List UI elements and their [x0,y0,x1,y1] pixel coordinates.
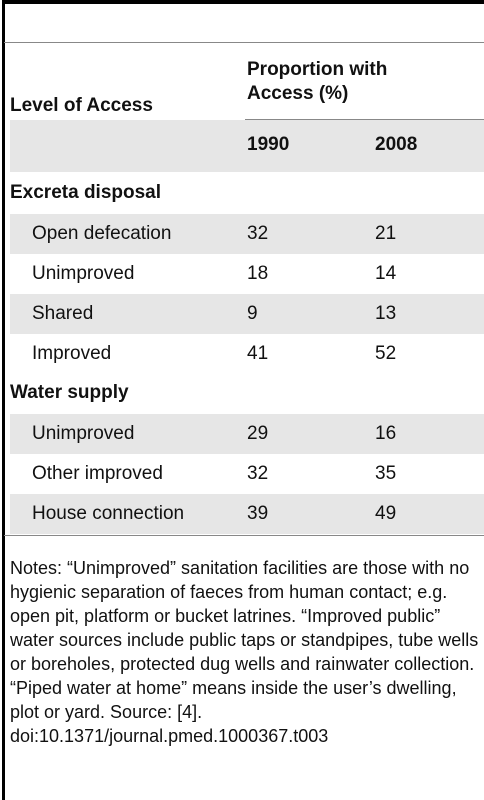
cell-value: 14 [375,263,397,284]
year-header: 1990 [247,134,290,155]
cell-value: 52 [375,343,397,364]
header-rule [4,42,484,43]
row-label: Unimproved [32,423,135,444]
cell-value: 35 [375,463,397,484]
header-group: Proportion with Access (%) [247,59,388,104]
left-border [2,0,5,800]
cell-value: 13 [375,303,397,324]
section-title: Water supply [10,382,129,403]
row-band [10,414,484,454]
cell-value: 29 [247,423,269,444]
cell-value: 9 [247,303,258,324]
row-label: Unimproved [32,263,135,284]
row-label: Improved [32,343,112,364]
row-band [10,294,484,334]
cell-value: 39 [247,503,269,524]
row-label: Shared [32,303,94,324]
notes: Notes: “Unimproved” sanitation facilitie… [10,556,482,748]
cell-value: 32 [247,223,269,244]
row-band [10,214,484,254]
subheader-rule [245,119,484,120]
doi: doi:10.1371/journal.pmed.1000367.t003 [10,726,329,746]
cell-value: 41 [247,343,269,364]
notes-text: Notes: “Unimproved” sanitation facilitie… [10,558,479,722]
row-label: Other improved [32,463,163,484]
year-header-band [10,120,484,172]
cell-value: 49 [375,503,397,524]
cell-value: 18 [247,263,269,284]
year-header: 2008 [375,134,418,155]
header-label: Level of Access [10,95,153,116]
row-label: House connection [32,503,185,524]
row-label: Open defecation [32,223,172,244]
cell-value: 16 [375,423,397,444]
section-title: Excreta disposal [10,182,162,203]
bottom-rule [4,535,484,536]
cell-value: 21 [375,223,397,244]
row-band [10,494,484,534]
top-rule [4,0,484,4]
cell-value: 32 [247,463,269,484]
